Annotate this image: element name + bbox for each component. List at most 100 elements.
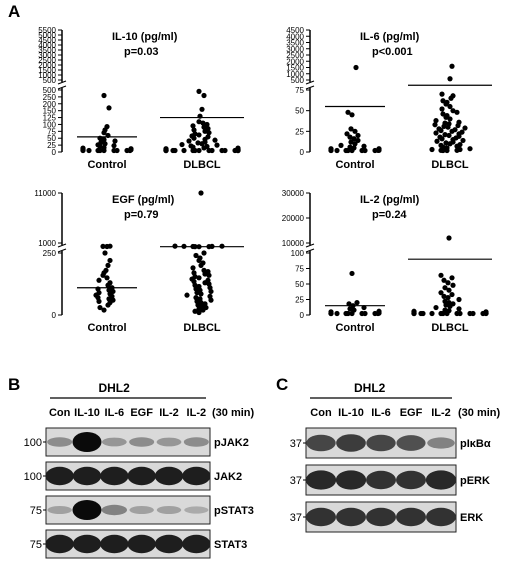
data-point [188, 143, 194, 149]
data-point [450, 282, 456, 288]
data-point [438, 142, 444, 148]
axis-break-mark [305, 80, 315, 85]
data-point [190, 123, 196, 129]
p-value-label: p<0.001 [372, 46, 413, 58]
lane-label: Con [49, 407, 71, 419]
data-point [181, 147, 187, 154]
blot-band [101, 504, 128, 516]
data-point [456, 306, 462, 312]
chart-title: IL-6 (pg/ml) [360, 31, 420, 43]
data-point [444, 99, 450, 105]
data-point [433, 130, 439, 136]
data-point [196, 132, 202, 138]
data-point [104, 275, 110, 281]
y-tick-label: 75 [47, 127, 56, 136]
data-point [197, 255, 203, 261]
y-tick-label: 11000 [34, 189, 56, 198]
data-point [101, 92, 107, 99]
blot-band [72, 534, 102, 554]
data-point [347, 144, 353, 150]
data-point [443, 140, 449, 146]
data-point [441, 277, 447, 283]
data-point [348, 126, 354, 132]
data-point [328, 146, 334, 152]
blot-band [45, 466, 74, 486]
y-tick-label: 1500 [286, 64, 304, 73]
data-point [460, 137, 466, 144]
data-point [355, 132, 361, 139]
data-point [450, 301, 456, 307]
data-point [95, 147, 101, 154]
y-tick-label: 1000 [286, 70, 304, 79]
y-tick-label: 0 [300, 311, 305, 320]
data-point [362, 147, 368, 154]
data-point [353, 64, 359, 71]
y-tick-label: 2000 [38, 61, 56, 70]
blot-band [47, 506, 72, 514]
blot-band [366, 434, 396, 452]
data-point [196, 88, 202, 94]
protein-label: pSTAT3 [214, 505, 254, 517]
x-category-label: DLBCL [183, 322, 221, 334]
x-category-label: Control [87, 159, 126, 171]
data-point [349, 112, 355, 118]
blot-band [427, 437, 455, 449]
y-tick-label: 25 [295, 127, 304, 136]
data-point [192, 308, 198, 314]
protein-label: pERK [460, 475, 490, 487]
x-category-label: Control [335, 159, 374, 171]
data-point [352, 128, 358, 134]
data-point [439, 106, 445, 112]
blot-band [45, 534, 74, 554]
y-tick-label: 150 [43, 107, 57, 116]
y-tick-label: 1500 [38, 66, 56, 75]
blot-band [100, 466, 129, 486]
data-point [196, 119, 202, 125]
y-tick-label: 25 [47, 141, 56, 150]
data-point [190, 265, 196, 271]
blot-band [366, 507, 396, 527]
y-tick-label: 100 [43, 120, 57, 129]
data-point [200, 260, 206, 266]
data-point [446, 287, 452, 293]
y-tick-label: 50 [47, 134, 56, 143]
data-point [163, 146, 169, 152]
axis-break-mark [305, 243, 315, 248]
data-point [186, 138, 192, 144]
blot-band [305, 470, 337, 490]
data-point [209, 147, 215, 154]
data-point [345, 109, 351, 115]
il6-scatter-chart: 0 25 50 75500100015002000250030003500400045… [286, 26, 492, 171]
data-point [446, 132, 452, 139]
y-tick-label: 5000 [38, 31, 56, 40]
blot-band [72, 432, 102, 452]
data-point [456, 119, 462, 125]
data-point [442, 307, 448, 313]
mw-marker: 75 [30, 539, 42, 551]
mw-marker: 100 [24, 471, 42, 483]
cell-line-label: DHL2 [98, 381, 130, 395]
data-point [351, 145, 357, 151]
y-tick-label: 500 [291, 76, 305, 85]
protein-label: STAT3 [214, 539, 247, 551]
data-point [107, 243, 113, 249]
data-point [470, 310, 476, 317]
y-tick-label: 2500 [38, 56, 56, 65]
western-blot-c: DHL2 Con IL-10 IL-6 EGF IL-2 (30 min) 37 pIκBα 37… [290, 381, 501, 533]
blot-band [426, 507, 456, 527]
data-point [343, 147, 349, 154]
data-point [351, 136, 357, 142]
y-tick-label: 0 [300, 148, 305, 157]
data-point [191, 270, 197, 276]
y-tick-label: 1000 [38, 71, 56, 80]
mw-marker: 37 [290, 512, 302, 524]
y-tick-label: 4500 [38, 36, 56, 45]
lane-label: IL-6 [105, 407, 125, 419]
data-point [437, 134, 443, 140]
blot-band [366, 470, 396, 490]
x-category-label: Control [335, 322, 374, 334]
data-point [338, 142, 344, 148]
blot-band [47, 437, 73, 447]
lane-label: IL-2 [187, 407, 207, 419]
data-point [102, 141, 108, 147]
